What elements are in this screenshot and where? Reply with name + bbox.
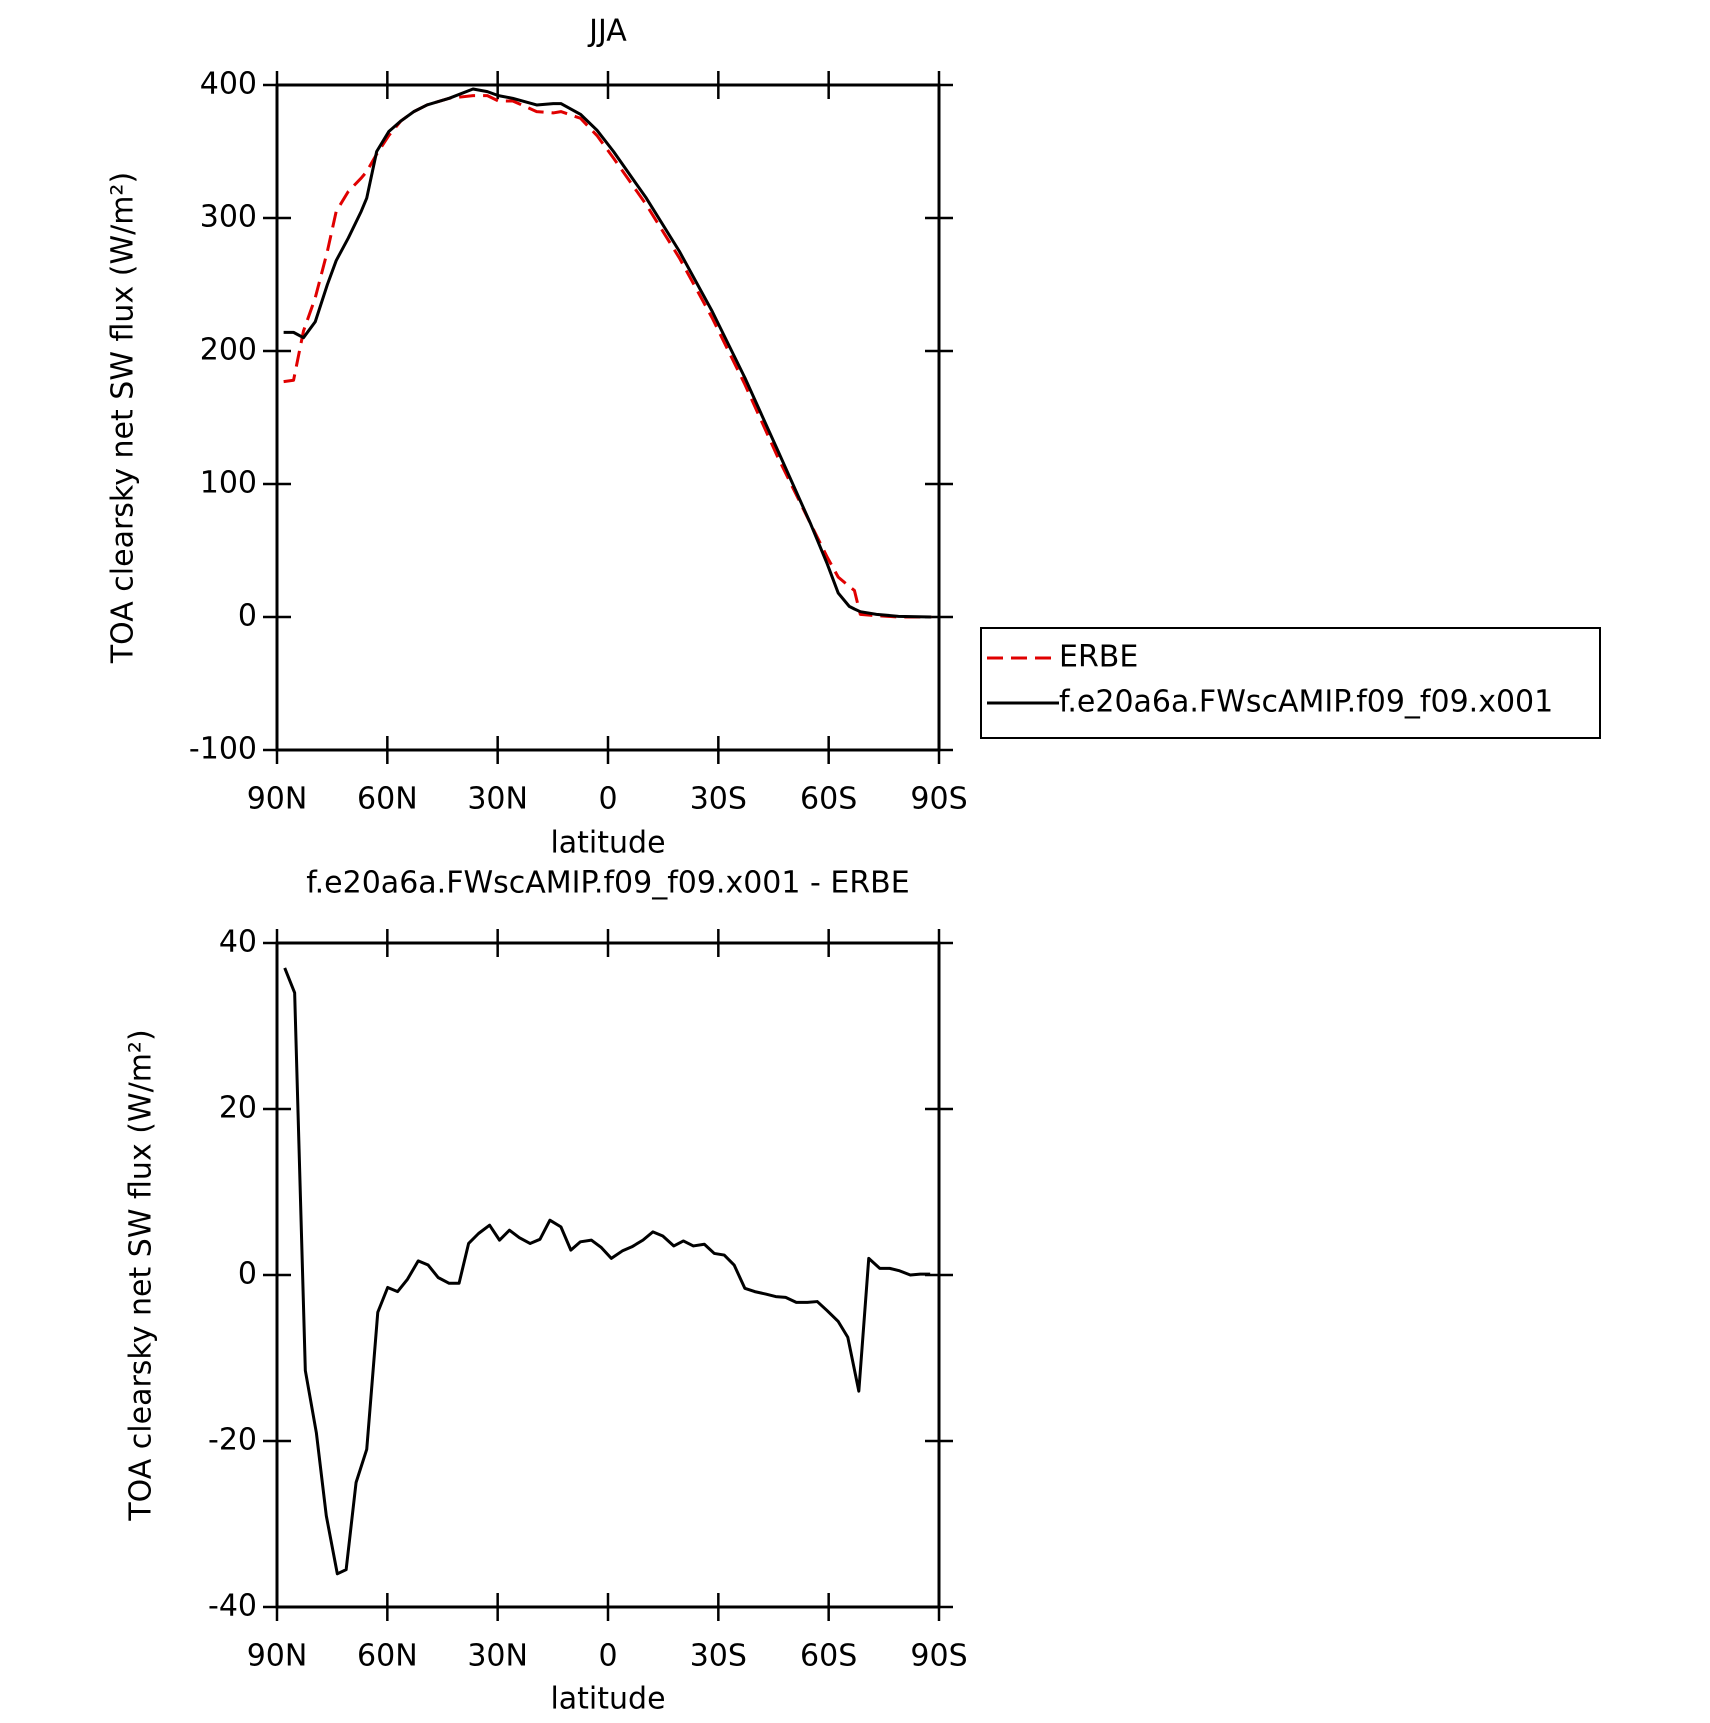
x-tick-label: 90S (910, 1639, 967, 1674)
x-tick-label: 30N (467, 1639, 528, 1674)
x-tick-label: 0 (598, 782, 617, 817)
x-tick-label: 60S (800, 782, 857, 817)
x-tick-label: 60N (357, 782, 418, 817)
chart-title: f.e20a6a.FWscAMIP.f09_f09.x001 - ERBE (306, 866, 909, 901)
chart-title: JJA (587, 14, 627, 49)
y-tick-label: 0 (238, 599, 257, 634)
y-tick-label: 400 (200, 67, 257, 102)
plot-frame (275, 941, 941, 1609)
y-axis-label: TOA clearsky net SW flux (W/m²) (124, 1029, 159, 1521)
y-tick-label: 100 (200, 466, 257, 501)
x-axis-label: latitude (550, 1682, 665, 1717)
y-tick-label: 200 (200, 333, 257, 368)
data-line (283, 87, 932, 619)
legend-box (980, 627, 1601, 739)
x-tick-label: 90S (910, 782, 967, 817)
x-tick-label: 0 (598, 1639, 617, 1674)
x-tick-label: 30N (467, 782, 528, 817)
legend-label: ERBE (1059, 640, 1138, 675)
y-tick-label: -40 (208, 1589, 257, 1624)
y-tick-label: -20 (208, 1423, 257, 1458)
plot-frame (275, 83, 941, 752)
y-tick-label: -100 (189, 732, 257, 767)
y-tick-label: 20 (219, 1091, 257, 1126)
x-tick-label: 90N (247, 1639, 308, 1674)
legend-label: f.e20a6a.FWscAMIP.f09_f09.x001 (1059, 685, 1553, 720)
y-tick-label: 40 (219, 925, 257, 960)
x-tick-label: 60S (800, 1639, 857, 1674)
x-tick-label: 60N (357, 1639, 418, 1674)
data-line (283, 94, 932, 619)
data-line (283, 967, 931, 1576)
x-tick-label: 90N (247, 782, 308, 817)
x-axis-label: latitude (550, 826, 665, 861)
x-tick-label: 30S (690, 782, 747, 817)
y-tick-label: 300 (200, 200, 257, 235)
y-tick-label: 0 (238, 1257, 257, 1292)
y-axis-label: TOA clearsky net SW flux (W/m²) (106, 172, 141, 664)
x-tick-label: 30S (690, 1639, 747, 1674)
